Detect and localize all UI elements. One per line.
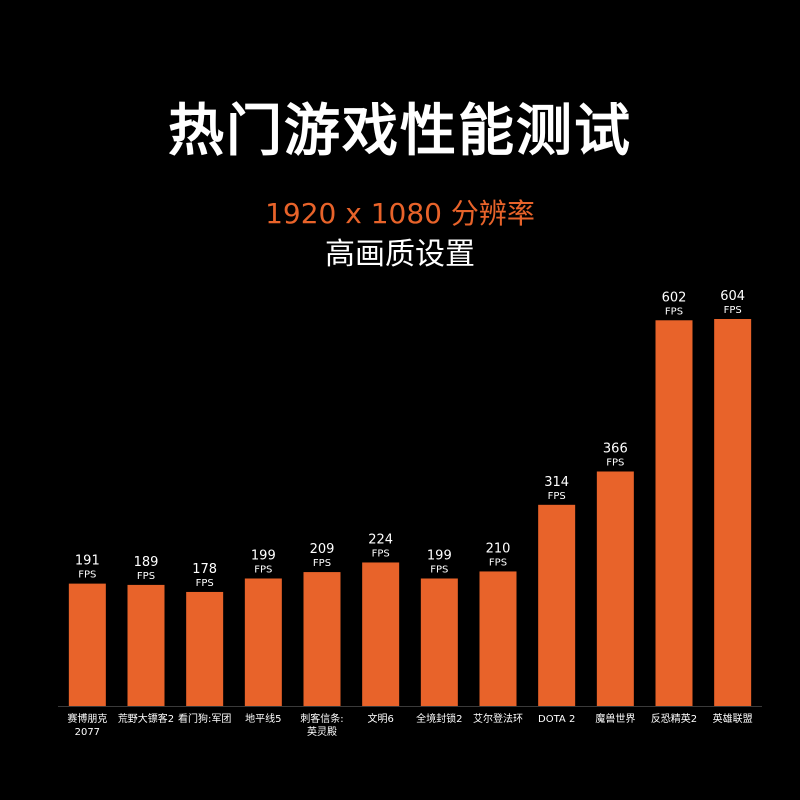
bar-unit-label: FPS <box>548 491 566 502</box>
bar-value-label: 191 <box>75 554 100 569</box>
bar-unit-label: FPS <box>313 558 331 569</box>
bar-unit-label: FPS <box>489 557 507 568</box>
bar <box>655 320 693 706</box>
bar-unit-label: FPS <box>196 578 214 589</box>
bar <box>68 583 106 706</box>
x-tick-label: 荒野大镖客2 <box>118 712 174 725</box>
bar-value-label: 178 <box>192 562 217 577</box>
bar-unit-label: FPS <box>724 305 742 316</box>
x-tick-label: DOTA 2 <box>538 714 575 725</box>
x-tick-label: 艾尔登法环 <box>473 712 523 725</box>
bar <box>714 319 752 706</box>
bar-value-label: 604 <box>720 289 745 304</box>
x-tick-label: 全境封锁2 <box>416 712 462 725</box>
bar-value-label: 366 <box>603 441 628 456</box>
quality-subtitle: 高画质设置 <box>325 237 475 272</box>
x-tick-label: 魔兽世界 <box>595 712 635 725</box>
bar <box>538 504 576 706</box>
bar-unit-label: FPS <box>254 564 272 575</box>
x-tick-label: 地平线5 <box>245 712 281 725</box>
bar <box>303 572 341 706</box>
bar <box>186 591 224 706</box>
bar <box>244 578 282 706</box>
x-tick-label: 赛博朋克 2077 <box>67 712 107 738</box>
bar-value-label: 224 <box>368 532 393 547</box>
bar-unit-label: FPS <box>137 571 155 582</box>
bar-value-label: 314 <box>544 475 569 490</box>
bar <box>420 578 458 706</box>
x-tick-label: 英雄联盟 <box>713 712 753 725</box>
x-tick-label: 看门狗:军团 <box>178 712 231 725</box>
bar <box>596 471 634 706</box>
page-title: 热门游戏性能测试 <box>168 99 632 164</box>
bar <box>127 584 165 706</box>
bar-unit-label: FPS <box>372 548 390 559</box>
bar-value-label: 199 <box>251 548 276 563</box>
x-tick-label: 反恐精英2 <box>651 712 697 725</box>
bar <box>479 571 517 706</box>
resolution-subtitle: 1920 x 1080 分辨率 <box>265 197 535 230</box>
bar-value-label: 189 <box>134 555 159 570</box>
bar <box>362 562 400 706</box>
bar-unit-label: FPS <box>78 570 96 581</box>
bar-value-label: 602 <box>662 290 687 305</box>
bar-value-label: 209 <box>310 542 335 557</box>
bar-unit-label: FPS <box>665 306 683 317</box>
bar-unit-label: FPS <box>606 457 624 468</box>
bar-unit-label: FPS <box>430 564 448 575</box>
bar-value-label: 210 <box>486 541 511 556</box>
x-tick-label: 文明6 <box>367 712 393 725</box>
bar-value-label: 199 <box>427 548 452 563</box>
x-tick-label: 刺客信条:英灵殿 <box>300 712 343 738</box>
